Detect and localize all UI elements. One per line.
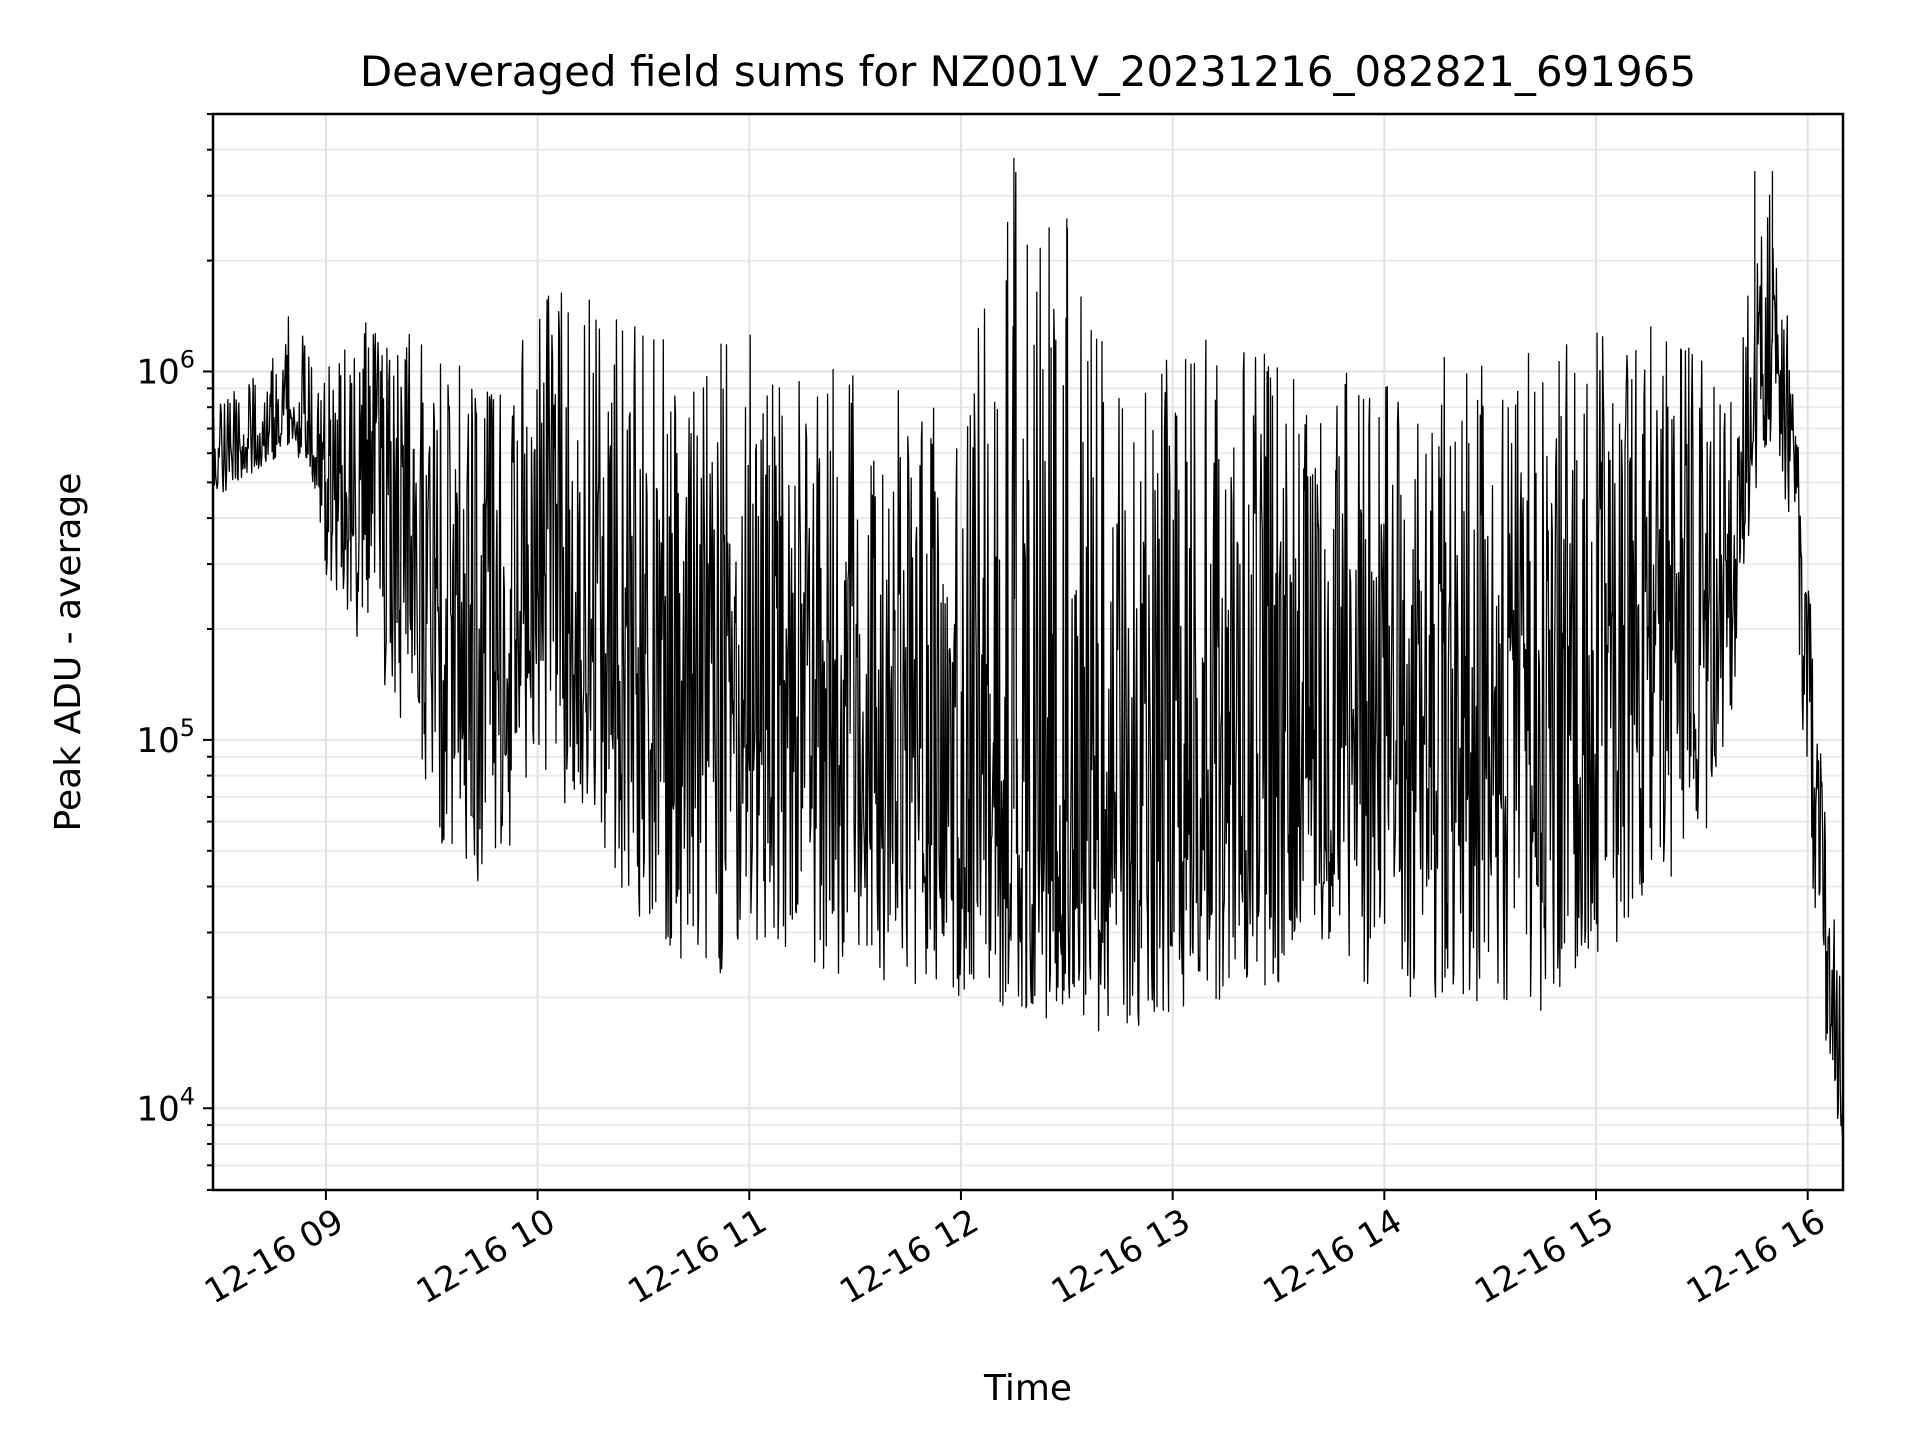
- y-tick-label: 104: [136, 1082, 195, 1129]
- series-line: [212, 171, 1844, 1135]
- y-axis-label: Peak ADU - average: [48, 473, 89, 832]
- series-layer: [212, 157, 1844, 1135]
- chart-title: Deaveraged field sums for NZ001V_2023121…: [360, 47, 1696, 96]
- x-axis-label: Time: [983, 1368, 1072, 1409]
- y-axis: 104 105 106: [136, 113, 213, 1191]
- plot-frame: [211, 112, 1845, 1192]
- y-tick-label: 105: [136, 714, 195, 761]
- y-tick-label: 106: [136, 345, 195, 392]
